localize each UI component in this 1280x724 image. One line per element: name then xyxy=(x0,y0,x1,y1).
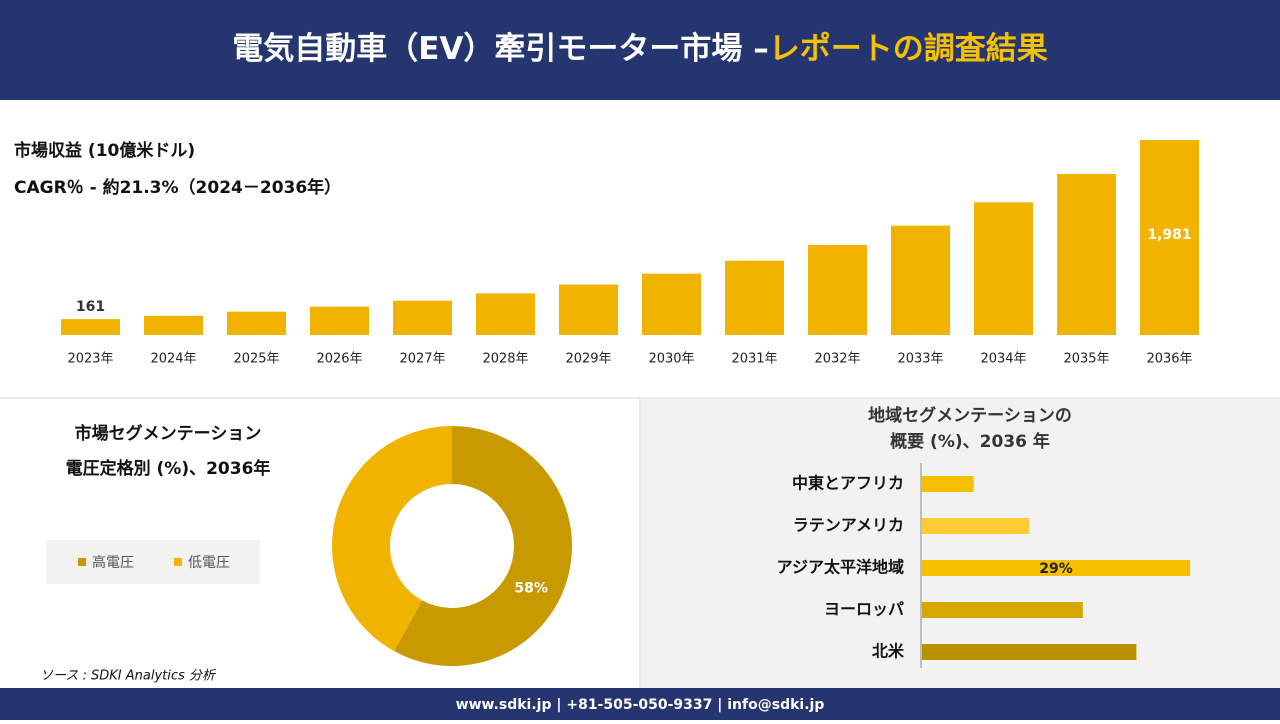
value-label: 29% xyxy=(1039,561,1073,577)
chart-title: 市場セグメンテーション xyxy=(75,423,262,444)
chart-subtitle: 概要 (%)、2036 年 xyxy=(890,431,1050,452)
chart-subtitle: CAGR％ - 約21.3%（2024－2036年） xyxy=(14,177,341,198)
title-accent: レポートの調査結果 xyxy=(769,31,1048,67)
legend-marker xyxy=(78,558,86,566)
bar xyxy=(922,476,974,492)
value-label: 58% xyxy=(514,581,548,597)
x-tick-label: 2025年 xyxy=(233,352,279,367)
x-tick-label: 2027年 xyxy=(399,352,445,367)
x-tick-label: 2032年 xyxy=(814,352,860,367)
chart-subtitle: 電圧定格別 (%)、2036年 xyxy=(66,458,271,479)
x-tick-label: 2024年 xyxy=(150,352,196,367)
source: ソース : SDKI Analytics 分析 xyxy=(40,669,217,684)
bar xyxy=(227,311,286,335)
bar xyxy=(725,260,784,335)
x-tick-label: 2031年 xyxy=(731,352,777,367)
bar xyxy=(61,319,120,335)
bar xyxy=(310,306,369,335)
y-tick-label: アジア太平洋地域 xyxy=(777,558,904,577)
y-tick-label: 中東とアフリカ xyxy=(792,474,904,493)
x-tick-label: 2030年 xyxy=(648,352,694,367)
x-tick-label: 2026年 xyxy=(316,352,362,367)
bar xyxy=(974,202,1033,335)
donut-segment xyxy=(394,426,572,667)
bar xyxy=(559,284,618,335)
bar xyxy=(144,315,203,335)
bar xyxy=(393,300,452,335)
bar xyxy=(922,644,1137,660)
x-tick-label: 2029年 xyxy=(565,352,611,367)
y-tick-label: ラテンアメリカ xyxy=(793,516,904,535)
footer-bar xyxy=(0,688,1280,720)
chart-title: 市場収益 (10億米ドル) xyxy=(14,140,195,161)
x-tick-label: 2023年 xyxy=(67,352,113,367)
bar xyxy=(922,518,1030,534)
x-tick-label: 2033年 xyxy=(897,352,943,367)
x-tick-label: 2034年 xyxy=(980,352,1026,367)
value-label: 1,981 xyxy=(1147,227,1191,243)
bar xyxy=(642,273,701,335)
value-label: 161 xyxy=(76,299,105,315)
bar xyxy=(922,602,1083,618)
legend-label: 高電圧 xyxy=(92,554,134,571)
bar xyxy=(1140,140,1199,335)
donut-segment xyxy=(332,426,452,652)
header-bar xyxy=(0,0,1280,100)
bar xyxy=(922,560,1190,576)
chart-title: 地域セグメンテーションの xyxy=(868,405,1072,426)
right-panel xyxy=(641,399,1280,688)
y-tick-label: ヨーロッパ xyxy=(824,600,904,619)
bar xyxy=(476,293,535,335)
title-main: 電気自動車（EV）牽引モーター市場 – xyxy=(232,31,768,67)
legend-marker xyxy=(174,558,182,566)
legend-label: 低電圧 xyxy=(188,555,230,571)
y-tick-label: 北米 xyxy=(872,642,905,661)
bar xyxy=(808,244,867,335)
x-tick-label: 2035年 xyxy=(1063,352,1109,367)
x-tick-label: 2036年 xyxy=(1146,352,1192,367)
footer: www.sdki.jp | +81-505-050-9337 | info@sd… xyxy=(456,697,825,713)
x-tick-label: 2028年 xyxy=(482,352,528,367)
bar xyxy=(1057,174,1116,335)
header-title: 電気自動車（EV）牽引モーター市場 –レポートの調査結果 xyxy=(232,31,1047,67)
bar xyxy=(891,225,950,335)
